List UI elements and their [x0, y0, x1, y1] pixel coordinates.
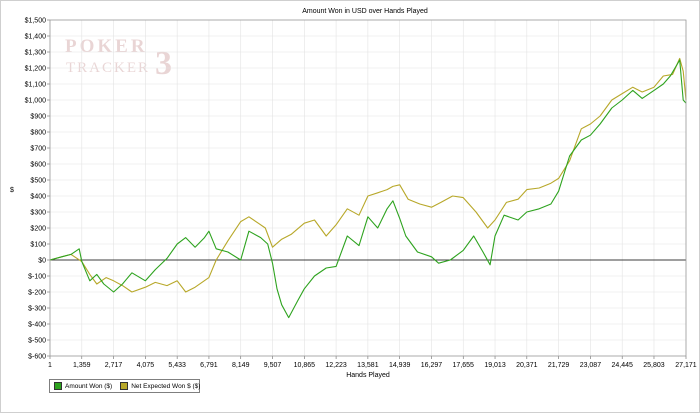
x-tick-label: 2,717 — [105, 362, 123, 369]
y-axis-ticks: $-600 $-500 $-400 $-300 $-200 $-100 $0 $100 $200… — [25, 17, 50, 360]
y-tick-label: $900 — [30, 113, 46, 120]
y-tick-label: $0 — [38, 257, 46, 264]
x-tick-label: 1 — [48, 362, 52, 369]
y-tick-label: $1,500 — [25, 17, 47, 24]
x-axis-label: Hands Played — [346, 372, 390, 379]
y-tick-label: $800 — [30, 129, 46, 136]
legend-swatch-amount-won — [54, 382, 62, 390]
legend-item-amount-won: Amount Won ($) — [54, 382, 112, 390]
y-tick-label: $300 — [30, 209, 46, 216]
plot-area-border — [49, 19, 687, 357]
x-tick-label: 14,939 — [389, 362, 411, 369]
pokertracker-logo-watermark: POKER TRACKER 3 — [65, 36, 172, 82]
y-tick-label: $600 — [30, 161, 46, 168]
chart-grid — [49, 19, 687, 357]
series-line-amount-won — [49, 59, 687, 319]
chart-series — [49, 57, 687, 319]
x-tick-label: 4,075 — [137, 362, 155, 369]
x-tick-label: 5,433 — [168, 362, 186, 369]
x-tick-label: 16,297 — [421, 362, 443, 369]
x-tick-label: 6,791 — [200, 362, 218, 369]
y-tick-label: $400 — [30, 193, 46, 200]
chart-title: Amount Won in USD over Hands Played — [302, 8, 428, 15]
x-tick-label: 19,013 — [484, 362, 506, 369]
y-tick-label: $-300 — [28, 305, 46, 312]
x-tick-label: 17,655 — [453, 362, 475, 369]
y-tick-label: $200 — [30, 225, 46, 232]
y-tick-label: $1,400 — [25, 33, 47, 40]
chart-legend: Amount Won ($) Net Expected Won $ ($) — [49, 379, 200, 393]
x-tick-label: 25,803 — [643, 362, 665, 369]
y-tick-label: $-500 — [28, 337, 46, 344]
x-tick-label: 9,507 — [264, 362, 282, 369]
x-tick-label: 1,359 — [73, 362, 91, 369]
x-axis-ticks: 1 1,359 2,717 4,075 5,433 6,791 8,149 9,507 10,8… — [48, 356, 697, 369]
x-tick-label: 8,149 — [232, 362, 250, 369]
x-tick-label: 13,581 — [357, 362, 379, 369]
legend-swatch-net-expected-won — [120, 382, 129, 390]
y-tick-label: $1,000 — [25, 97, 47, 104]
legend-label-amount-won: Amount Won ($) — [65, 382, 113, 390]
y-tick-label: $-600 — [28, 353, 46, 360]
x-tick-label: 24,445 — [611, 362, 633, 369]
legend-item-net-expected-won: Net Expected Won $ ($) — [120, 382, 200, 390]
legend-label-net-expected-won: Net Expected Won $ ($) — [131, 382, 201, 390]
y-tick-label: $-200 — [28, 289, 46, 296]
y-tick-label: $-100 — [28, 273, 46, 280]
x-tick-label: 10,865 — [294, 362, 316, 369]
y-tick-label: $700 — [30, 145, 46, 152]
y-tick-label: $1,200 — [25, 65, 47, 72]
y-axis-label: $ — [10, 187, 14, 194]
y-tick-label: $500 — [30, 177, 46, 184]
x-tick-label: 21,729 — [548, 362, 570, 369]
x-tick-label: 23,087 — [580, 362, 602, 369]
svg-text:POKER: POKER — [65, 36, 148, 57]
y-tick-label: $1,100 — [25, 81, 47, 88]
x-tick-label: 12,223 — [325, 362, 347, 369]
x-tick-label: 27,171 — [675, 362, 697, 369]
y-tick-label: $100 — [30, 241, 46, 248]
y-tick-label: $1,300 — [25, 49, 47, 56]
svg-text:3: 3 — [155, 45, 172, 82]
series-line-net-expected-won — [49, 57, 687, 293]
x-tick-label: 20,371 — [516, 362, 538, 369]
y-tick-label: $-400 — [28, 321, 46, 328]
